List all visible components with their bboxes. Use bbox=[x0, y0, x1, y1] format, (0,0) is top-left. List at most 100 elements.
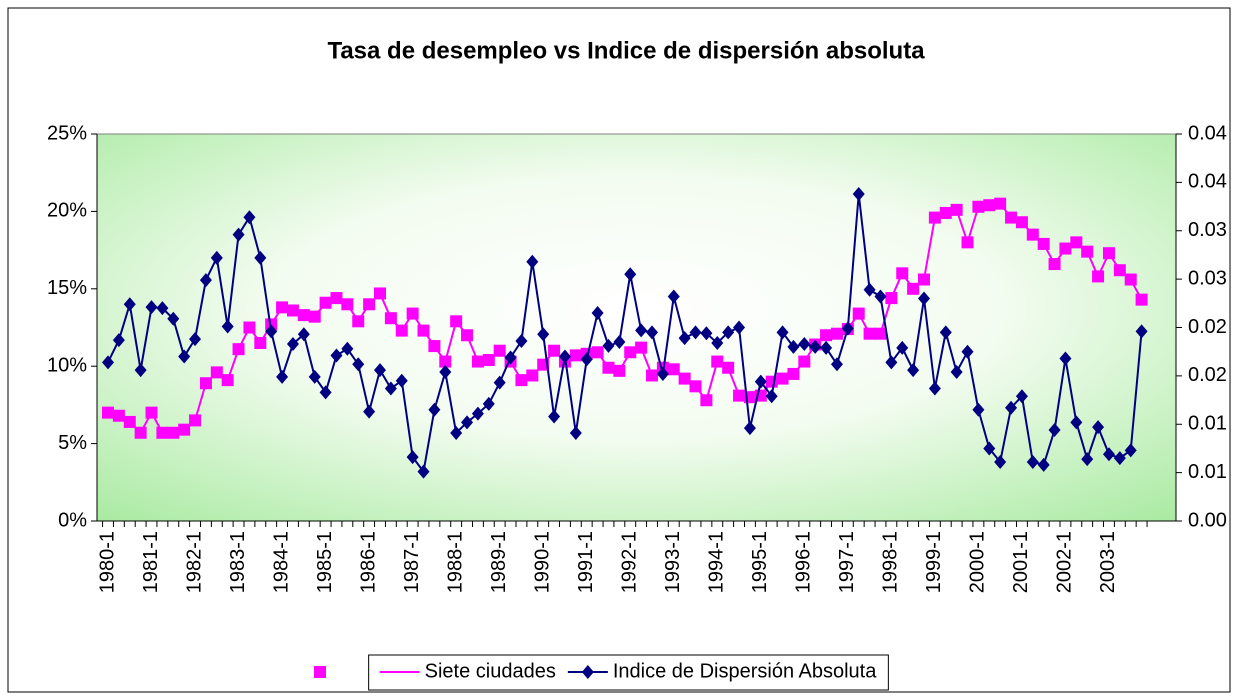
data-point bbox=[123, 415, 136, 428]
data-point bbox=[591, 346, 604, 359]
data-point bbox=[439, 355, 452, 368]
data-point bbox=[384, 381, 397, 396]
data-point bbox=[308, 310, 321, 323]
x-tick-label: 1996-1 bbox=[793, 531, 815, 593]
data-point bbox=[602, 361, 615, 374]
x-tick-label: 1998-1 bbox=[880, 531, 902, 593]
data-point bbox=[667, 289, 680, 304]
data-point bbox=[754, 374, 767, 389]
data-point bbox=[471, 406, 484, 421]
data-point bbox=[352, 357, 365, 372]
x-tick-label: 2002-1 bbox=[1054, 531, 1076, 593]
data-point bbox=[852, 307, 865, 320]
legend: Siete ciudades Indice de Dispersión Absol… bbox=[314, 654, 889, 691]
data-point bbox=[602, 338, 615, 353]
data-point bbox=[374, 363, 386, 378]
x-tick-label: 2000-1 bbox=[967, 531, 989, 593]
x-tick-label: 1991-1 bbox=[575, 531, 597, 593]
data-point bbox=[297, 309, 310, 322]
data-point bbox=[548, 344, 561, 357]
data-point bbox=[928, 381, 941, 396]
data-point bbox=[1048, 258, 1061, 271]
data-point bbox=[1135, 324, 1148, 339]
data-point bbox=[787, 339, 800, 354]
y-tick-label: 0% bbox=[58, 509, 87, 531]
data-point bbox=[134, 426, 147, 439]
data-point bbox=[493, 344, 506, 357]
legend-marker bbox=[314, 666, 326, 678]
y2-tick-label: 0.03 bbox=[1188, 219, 1227, 241]
data-point bbox=[1048, 423, 1061, 438]
data-point bbox=[102, 406, 114, 419]
data-point bbox=[1102, 247, 1115, 260]
data-point bbox=[1059, 242, 1072, 255]
data-point bbox=[286, 336, 299, 351]
data-point bbox=[918, 291, 930, 306]
legend-label: Indice de Dispersión Absoluta bbox=[613, 660, 877, 682]
data-point bbox=[635, 323, 648, 338]
data-point bbox=[428, 340, 441, 353]
y-tick-label: 20% bbox=[47, 200, 87, 222]
data-point bbox=[374, 287, 386, 300]
data-point bbox=[243, 210, 256, 225]
data-point bbox=[265, 324, 278, 339]
data-point bbox=[722, 361, 735, 374]
y-tick-label: 10% bbox=[47, 354, 87, 376]
data-point bbox=[678, 372, 691, 385]
data-point bbox=[667, 363, 680, 376]
data-point bbox=[439, 365, 452, 380]
data-point bbox=[145, 406, 158, 419]
data-point bbox=[939, 325, 952, 340]
data-point bbox=[820, 329, 833, 342]
data-point bbox=[841, 321, 854, 336]
data-point bbox=[210, 366, 223, 379]
data-point bbox=[1026, 454, 1039, 469]
data-point bbox=[711, 355, 724, 368]
data-point bbox=[907, 363, 920, 378]
y2-tick-label: 0.02 bbox=[1188, 316, 1227, 338]
data-point bbox=[515, 334, 528, 349]
y2-tick-label: 0.01 bbox=[1188, 461, 1227, 483]
data-point bbox=[178, 423, 191, 436]
data-point bbox=[471, 355, 484, 368]
data-point bbox=[994, 454, 1007, 469]
data-point bbox=[1113, 451, 1126, 466]
legend-label: Siete ciudades bbox=[425, 660, 556, 682]
data-point bbox=[330, 348, 343, 363]
data-point bbox=[276, 369, 289, 384]
data-point bbox=[885, 355, 898, 370]
data-point bbox=[526, 254, 539, 269]
data-point bbox=[569, 425, 582, 440]
data-point bbox=[210, 250, 223, 265]
data-point bbox=[961, 344, 974, 359]
y2-tick-label: 0.04 bbox=[1188, 171, 1227, 193]
data-point bbox=[286, 304, 299, 317]
data-point bbox=[896, 340, 909, 355]
y-tick-label: 15% bbox=[47, 277, 87, 299]
x-tick-label: 1984-1 bbox=[270, 531, 292, 593]
x-tick-label: 1990-1 bbox=[531, 531, 553, 593]
data-point bbox=[1037, 237, 1050, 250]
data-point bbox=[112, 409, 125, 422]
x-tick-label: 2003-1 bbox=[1097, 531, 1119, 593]
data-point bbox=[515, 374, 528, 387]
data-point bbox=[1070, 415, 1083, 430]
data-point bbox=[852, 186, 865, 201]
data-point bbox=[276, 301, 289, 314]
data-point bbox=[733, 320, 746, 335]
data-point bbox=[939, 206, 952, 219]
data-point bbox=[907, 282, 920, 295]
data-point bbox=[580, 352, 593, 367]
plot-area bbox=[96, 133, 1177, 522]
legend-box bbox=[368, 654, 889, 691]
x-tick-label: 1985-1 bbox=[314, 531, 336, 593]
data-point bbox=[352, 315, 365, 328]
data-point bbox=[112, 333, 125, 348]
data-point bbox=[1070, 236, 1083, 249]
data-point bbox=[189, 414, 202, 427]
data-point bbox=[1005, 400, 1018, 415]
data-point bbox=[199, 273, 212, 288]
x-tick-label: 1982-1 bbox=[183, 531, 205, 593]
data-point bbox=[232, 227, 245, 242]
